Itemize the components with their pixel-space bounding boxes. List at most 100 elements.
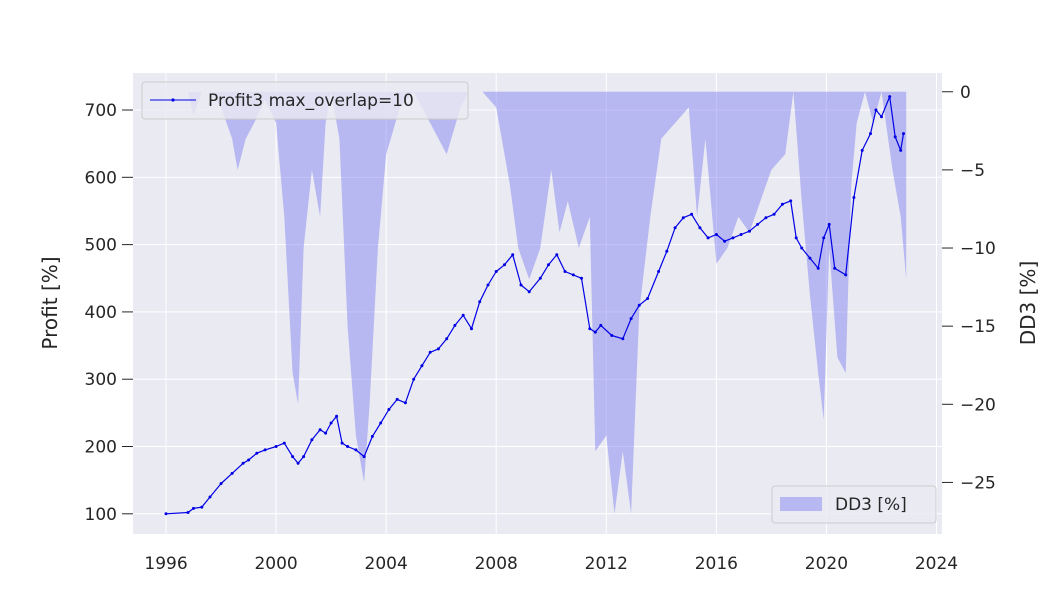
profit3-point (706, 236, 710, 240)
y2-axis-title: DD3 [%] (1016, 261, 1040, 346)
profit3-point (274, 445, 278, 448)
profit3-point (478, 300, 482, 304)
profit3-point (335, 414, 339, 418)
profit3-point (230, 471, 234, 475)
profit3-point (588, 327, 592, 331)
y2-tick-label: −5 (960, 161, 985, 181)
profit3-point (420, 364, 424, 368)
legend-bottom-area-swatch (780, 497, 822, 511)
profit3-point (354, 448, 358, 452)
profit3-point (629, 317, 633, 321)
profit3-point (329, 421, 333, 425)
profit3-point (511, 253, 515, 257)
profit3-point (816, 266, 820, 270)
profit3-point (538, 276, 542, 280)
legend-top-label: Profit3 max_overlap=10 (208, 91, 414, 111)
profit3-point (470, 327, 473, 331)
profit3-point (794, 236, 798, 240)
profit3-point (395, 397, 399, 401)
profit3-point (723, 239, 727, 243)
profit3-point (346, 445, 350, 448)
profit3-point (681, 216, 685, 220)
y2-tick-label: −15 (960, 317, 996, 337)
profit3-point (379, 421, 383, 425)
profit3-point (186, 511, 190, 514)
dd3-area (166, 91, 907, 514)
profit3-point (571, 273, 575, 277)
profit3-point (547, 263, 550, 267)
profit3-point (902, 132, 905, 136)
x-tick-label: 2008 (475, 554, 518, 574)
profit3-point (255, 451, 259, 455)
x-tick-label: 2012 (585, 554, 628, 574)
y-tick-label: 500 (85, 236, 117, 256)
grid (133, 73, 942, 534)
profit3-point (621, 337, 625, 341)
profit3-point (296, 461, 300, 465)
profit3-point (370, 434, 374, 438)
profit3-point (486, 283, 490, 287)
profit3-point (241, 461, 245, 465)
profit3-point (808, 256, 812, 260)
profit3-point (822, 236, 826, 240)
profit3-point (637, 303, 641, 307)
profit3-point (888, 95, 892, 99)
x-tick-label: 2020 (805, 554, 848, 574)
profit3-point (403, 401, 407, 405)
profit3-point (893, 135, 897, 139)
profit3-point (731, 236, 735, 240)
profit3-point (690, 212, 694, 216)
profit3-point (318, 428, 322, 432)
profit3-point (494, 270, 498, 273)
profit3-point (747, 229, 751, 233)
profit3-point (844, 273, 848, 277)
y-tick-label: 700 (85, 101, 117, 121)
profit3-point (789, 199, 793, 203)
y2-tick-label: 0 (960, 83, 971, 103)
y-axis-title: Profit [%] (38, 256, 62, 349)
profit3-point (739, 233, 743, 236)
profit3-point (519, 283, 523, 287)
x-tick-label: 2000 (254, 554, 297, 574)
profit3-point (453, 323, 457, 327)
profit3-point (646, 297, 650, 300)
profit3-point (610, 334, 614, 337)
profit3-point (764, 216, 768, 220)
profit3-point (657, 270, 661, 273)
profit3-point (291, 455, 295, 459)
legend-bottom-label: DD3 [%] (835, 495, 907, 515)
profit3-point (302, 455, 306, 459)
profit3-point (200, 505, 204, 509)
profit3-point (599, 323, 603, 327)
profit3-point (899, 148, 903, 152)
profit3-point (461, 313, 465, 317)
y-axis-ticks: 100 200 300 400 500 600 700 (85, 101, 133, 525)
x-tick-label: 2024 (915, 554, 958, 574)
profit3-point (714, 233, 718, 236)
y-tick-label: 400 (85, 303, 117, 323)
profit3-point (247, 458, 251, 462)
legend-top-marker-swatch (171, 98, 175, 102)
profit3-point (412, 377, 416, 381)
profit3-point (219, 482, 223, 485)
y2-tick-label: −25 (960, 473, 996, 493)
profit3-point (833, 266, 837, 270)
profit3-point (869, 132, 872, 136)
profit3-point (827, 222, 831, 226)
profit3-point (362, 455, 366, 459)
x-tick-label: 2016 (695, 554, 738, 574)
plot-background (133, 73, 942, 534)
profit3-point (593, 330, 597, 334)
x-axis-ticks: 1996 2000 2004 2008 2012 2016 2020 2024 (144, 554, 958, 574)
profit3-point (874, 108, 878, 112)
y2-axis-ticks: 0 −5 −10 −15 −20 −25 (942, 83, 996, 493)
profit3-point (527, 290, 531, 294)
profit3-point (208, 495, 212, 499)
x-tick-label: 1996 (144, 554, 187, 574)
profit3-point (387, 408, 391, 411)
profit3-point (263, 448, 267, 452)
profit3-point (436, 347, 440, 351)
profit3-point (192, 506, 195, 510)
profit3-point (340, 441, 344, 445)
profit3-point (164, 512, 168, 516)
